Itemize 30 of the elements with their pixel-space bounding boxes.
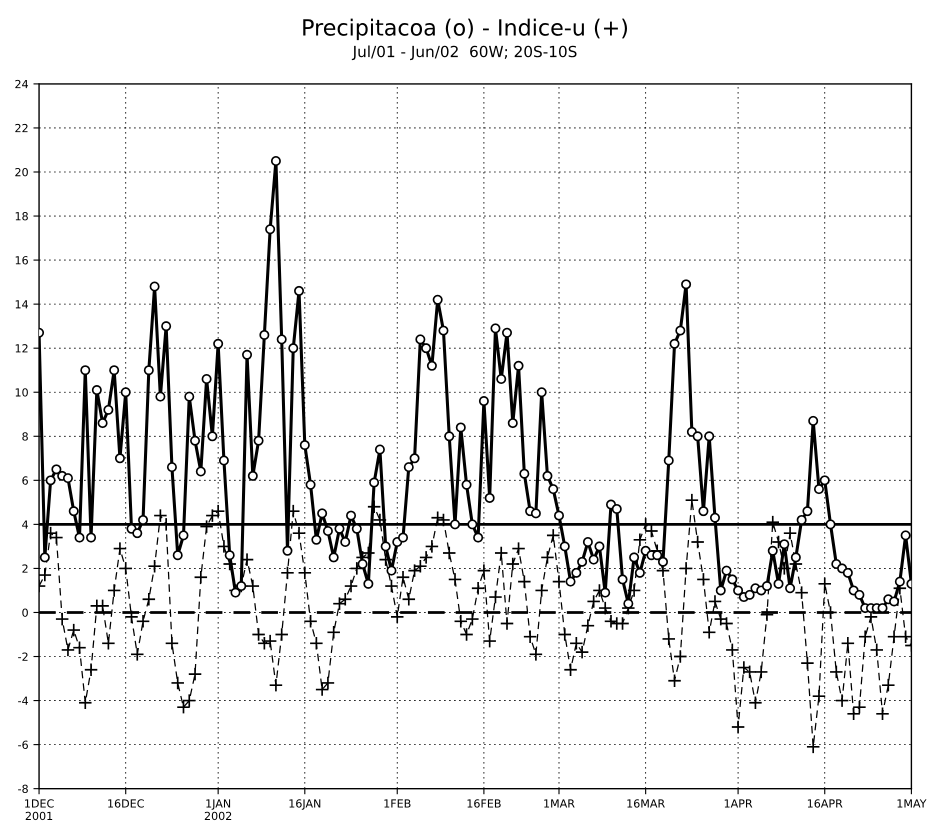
y-tick-label: 22 (15, 124, 28, 132)
y-tick-label: 0 (22, 608, 28, 617)
y-tick-label: -4 (18, 696, 28, 705)
y-tick-label: -6 (18, 740, 28, 749)
x-tick-label: 16JAN (289, 799, 320, 810)
chart-title: Precipitacoa (o) - Indice-u (+) (303, 18, 628, 40)
y-tick-label: 12 (16, 344, 28, 352)
x-tick-label: 1DEC 2001 (25, 799, 54, 820)
x-tick-label: 16DEC (108, 799, 144, 808)
y-tick-label: 14 (16, 300, 28, 308)
y-tick-label: -2 (18, 652, 28, 661)
x-tick-label: 16MAR (627, 799, 665, 808)
y-tick-label: 4 (22, 520, 28, 529)
chart-subtitle: Jul/01 - Jun/02 60W; 20S-10S (352, 45, 577, 60)
y-tick-label: 16 (16, 256, 28, 264)
y-tick-label: -8 (18, 784, 28, 794)
x-tick-label: 1JAN 2002 (204, 799, 232, 820)
y-tick-label: 10 (16, 388, 28, 397)
x-tick-label: 1MAR (544, 799, 575, 808)
y-tick-label: 24 (15, 80, 28, 88)
y-tick-label: 8 (22, 432, 28, 441)
x-tick-label: 1APR (724, 799, 752, 808)
y-tick-label: 6 (22, 476, 28, 485)
x-tick-label: 16FEB (468, 799, 501, 808)
y-tick-label: 20 (15, 168, 28, 176)
y-tick-label: 2 (22, 564, 28, 573)
y-tick-label: 18 (16, 212, 28, 220)
x-tick-label: 1FEB (384, 799, 411, 808)
x-tick-label: 1MAY (898, 799, 927, 808)
x-tick-label: 16APR (808, 799, 843, 808)
